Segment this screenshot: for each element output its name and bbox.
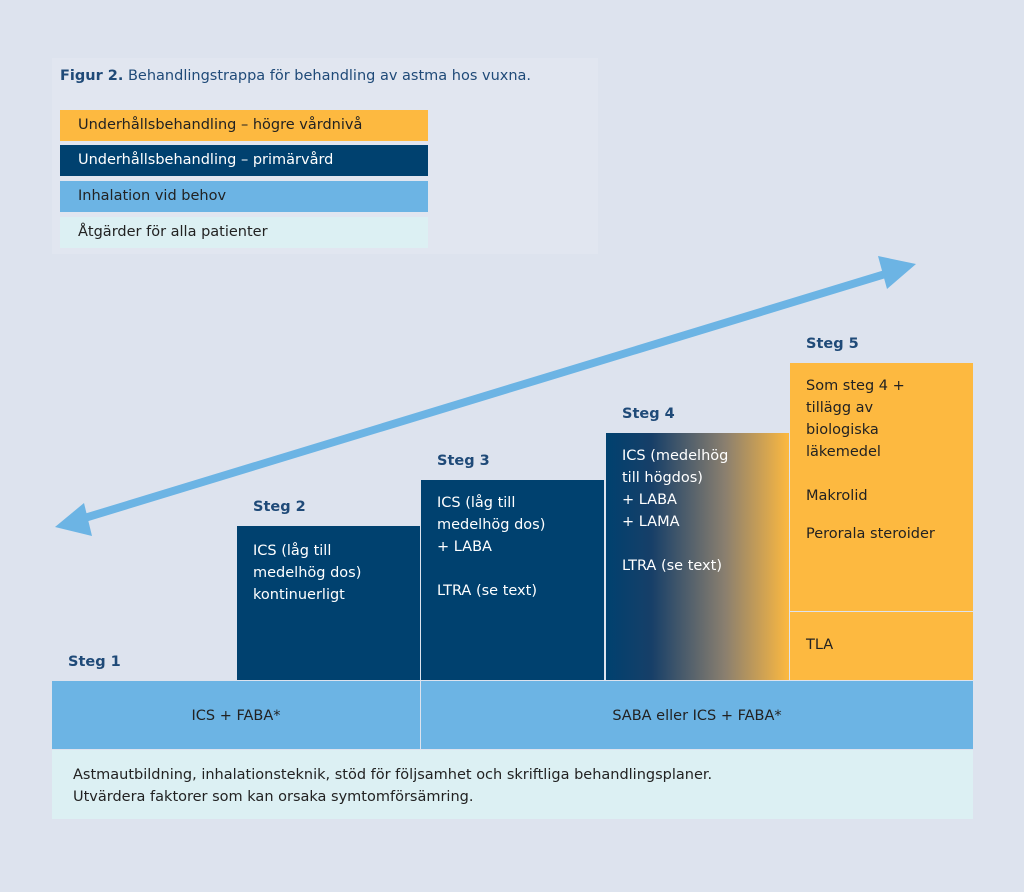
step4-box: ICS (medelhög till högdos) + LABA + LAMA LT… bbox=[606, 433, 789, 680]
all-patients-box: Astmautbildning, inhalationsteknik, stöd… bbox=[52, 750, 973, 819]
step5-box: Som steg 4 + tillägg av biologiska läkemede… bbox=[790, 363, 973, 611]
step3-box: ICS (låg till medelhög dos) + LABA LTRA (s… bbox=[421, 480, 604, 680]
step2-label: Steg 2 bbox=[253, 499, 306, 515]
legend-inhalation: Inhalation vid behov bbox=[60, 181, 428, 212]
step5-label: Steg 5 bbox=[806, 336, 859, 352]
legend-all-patients: Åtgärder för alla patienter bbox=[60, 217, 428, 248]
step3-label: Steg 3 bbox=[437, 453, 490, 469]
step1-label: Steg 1 bbox=[68, 654, 121, 670]
legend-maintenance-higher: Underhållsbehandling – högre vårdnivå bbox=[60, 110, 428, 141]
legend-maintenance-primary: Underhållsbehandling – primärvård bbox=[60, 145, 428, 176]
step2-box: ICS (låg till medelhög dos) kontinuerligt bbox=[237, 526, 420, 680]
step4-label: Steg 4 bbox=[622, 406, 675, 422]
reliever-right: SABA eller ICS + FABA* bbox=[421, 681, 973, 749]
step5-tla-box: TLA bbox=[790, 612, 973, 680]
figure-title: Figur 2. Behandlingstrappa för behandlin… bbox=[60, 68, 532, 84]
reliever-left: ICS + FABA* bbox=[52, 681, 420, 749]
